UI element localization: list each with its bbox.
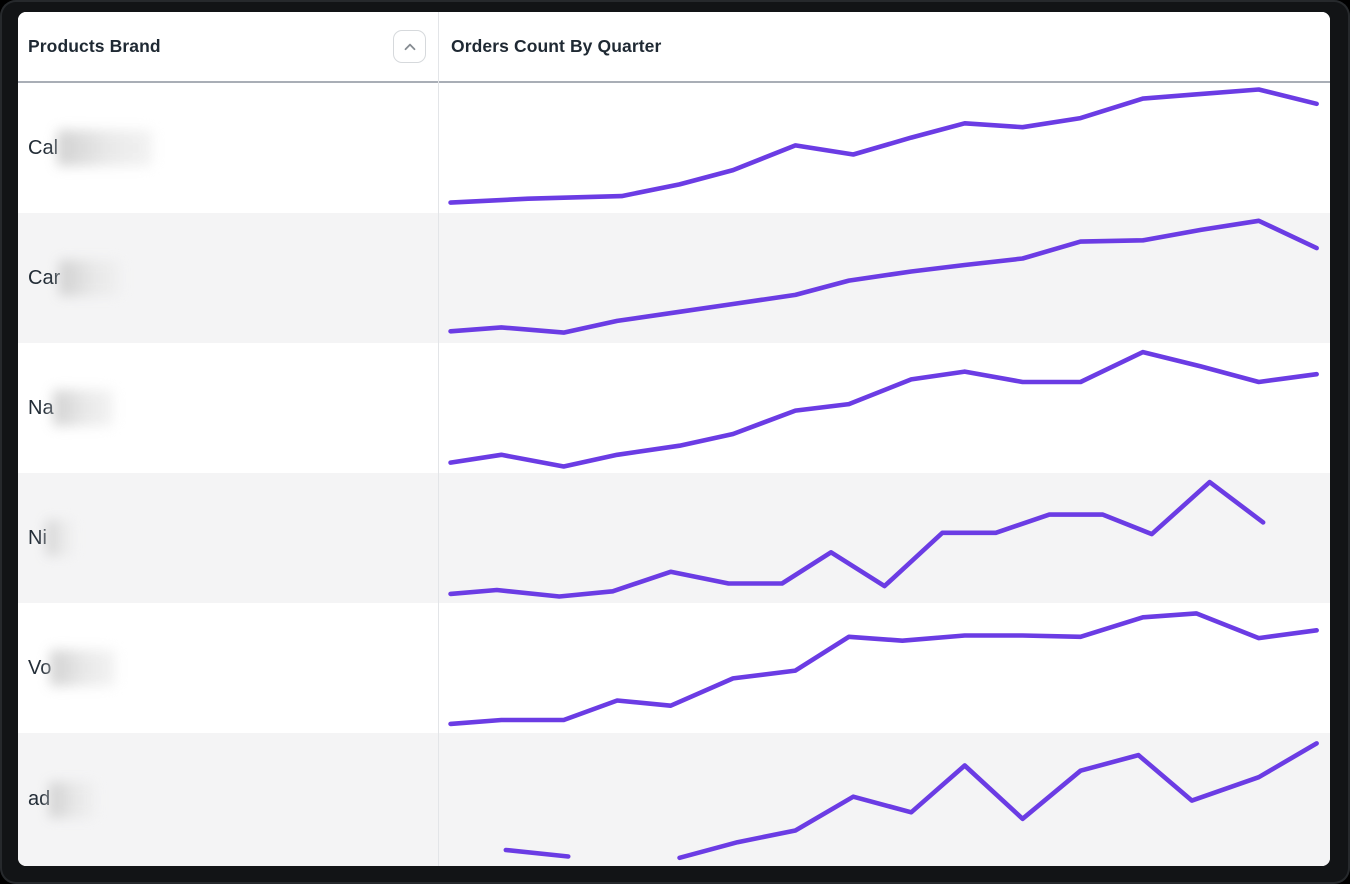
brand-cell: Cal — [18, 83, 438, 213]
brand-label: Ni — [28, 526, 47, 549]
header-cell-orders-count: Orders Count By Quarter — [438, 36, 1330, 57]
sparkline-chart — [438, 83, 1330, 213]
redacted-brand-text — [57, 130, 153, 166]
table-header: Products Brand Orders Count By Quarter — [18, 12, 1330, 83]
brand-label: Na — [28, 396, 54, 419]
table-row: Car — [18, 213, 1330, 343]
table-row: Vo — [18, 603, 1330, 733]
redacted-brand-text — [45, 520, 73, 556]
chevron-up-icon — [404, 43, 415, 50]
brand-label: Vo — [28, 656, 52, 679]
sparkline-chart — [438, 733, 1330, 866]
header-cell-products-brand: Products Brand — [18, 30, 438, 63]
redacted-brand-text — [49, 781, 97, 818]
brand-cell: Car — [18, 213, 438, 343]
brand-label: ad — [28, 788, 51, 810]
sparkline-chart — [438, 473, 1330, 603]
table-row: Ni — [18, 473, 1330, 603]
sparkline-chart — [438, 213, 1330, 343]
redacted-brand-text — [59, 260, 122, 296]
column-header-orders-count: Orders Count By Quarter — [451, 36, 662, 56]
sparkline-chart — [438, 603, 1330, 733]
table-row: Cal — [18, 83, 1330, 213]
column-header-products-brand: Products Brand — [28, 36, 161, 56]
brand-label: Cal — [28, 136, 59, 159]
table-row: ad — [18, 733, 1330, 866]
sort-button[interactable] — [393, 30, 426, 63]
brand-cell: Vo — [18, 603, 438, 733]
redacted-brand-text — [52, 390, 113, 426]
redacted-brand-text — [50, 650, 116, 686]
brand-label: Car — [28, 266, 61, 289]
column-divider — [438, 12, 439, 866]
table-row: Na — [18, 343, 1330, 473]
table-card: Products Brand Orders Count By Quarter C… — [18, 12, 1330, 866]
brand-cell: Na — [18, 343, 438, 473]
table-body: Cal Car Na Ni Vo ad — [18, 83, 1330, 866]
sparkline-chart — [438, 343, 1330, 473]
brand-cell: ad — [18, 733, 438, 866]
brand-cell: Ni — [18, 473, 438, 603]
